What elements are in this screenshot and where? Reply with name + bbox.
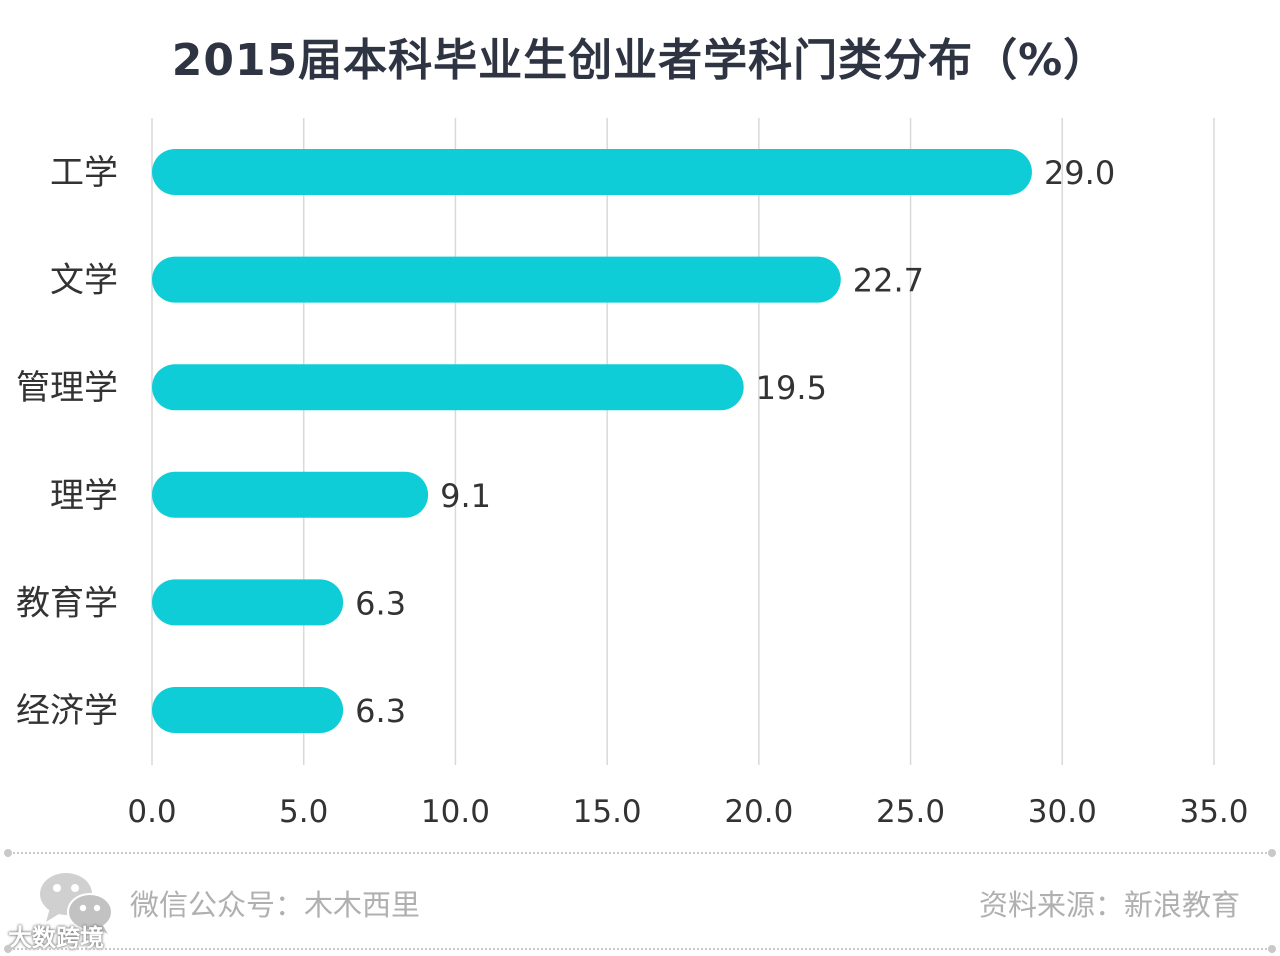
bar-4 [152,579,344,626]
value-label-3: 9.1 [440,477,491,515]
footer-source: 资料来源：新浪教育 [978,888,1240,922]
value-label-2: 19.5 [756,369,827,407]
x-tick-label-7: 35.0 [1179,794,1248,830]
x-tick-label-1: 5.0 [279,794,328,830]
chart-title: 2015届本科毕业生创业者学科门类分布（%） [171,35,1109,86]
value-label-5: 6.3 [355,692,406,730]
category-label-4: 教育学 [16,583,118,623]
value-label-0: 29.0 [1044,154,1115,192]
bar-2 [152,364,744,411]
x-tick-label-6: 30.0 [1028,794,1097,830]
x-tick-label-4: 20.0 [724,794,793,830]
x-tick-label-3: 15.0 [573,794,642,830]
category-label-0: 工学 [50,153,118,193]
bar-chart: 0.0 5.0 10.0 15.0 20.0 25.0 30.0 35.0 工学 29.0 文学 22… [16,118,1249,830]
bar-0 [152,149,1032,195]
value-label-4: 6.3 [355,584,406,622]
x-tick-label-2: 10.0 [421,794,490,830]
footer-wechat-account: 微信公众号：木木西里 [130,888,421,922]
category-label-1: 文学 [50,261,118,301]
bar-5 [152,687,344,733]
category-label-2: 管理学 [16,368,118,408]
x-tick-label-0: 0.0 [127,794,176,830]
wechat-icon [40,873,113,934]
watermark-text: 大数跨境 [8,924,104,952]
bar-3 [152,471,429,518]
category-label-5: 经济学 [16,691,118,731]
bar-1 [152,256,841,303]
footer-divider-bottom [4,945,1276,953]
footer-divider-top [4,849,1276,857]
x-tick-label-5: 25.0 [876,794,945,830]
value-label-1: 22.7 [853,262,924,300]
category-label-3: 理学 [50,476,118,516]
